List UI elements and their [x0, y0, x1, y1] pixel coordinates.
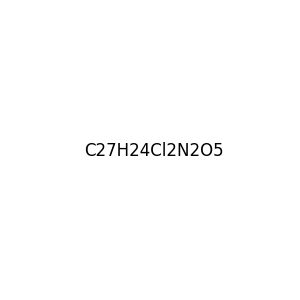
- Text: C27H24Cl2N2O5: C27H24Cl2N2O5: [84, 142, 224, 160]
